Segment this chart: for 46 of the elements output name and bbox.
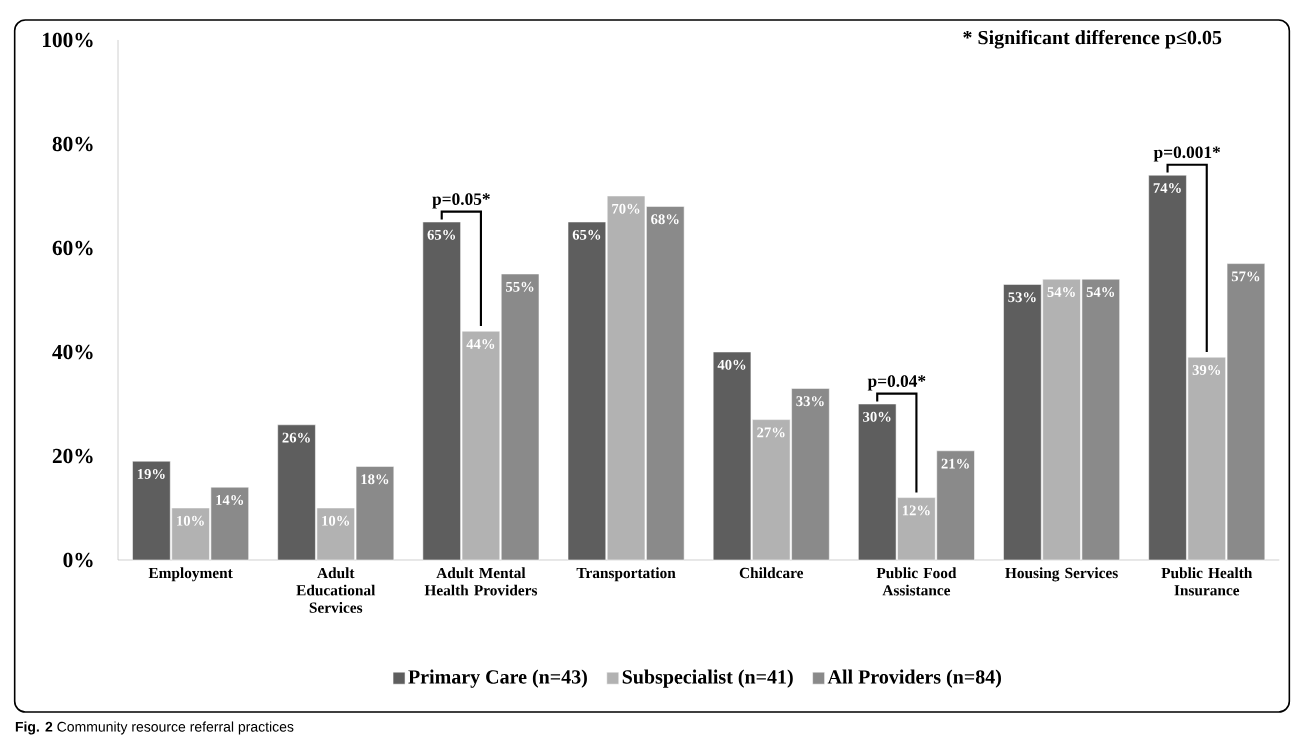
data-label: 10% [177,516,204,526]
data-label: 54% [1086,287,1115,298]
data-label: 30% [863,412,891,422]
data-label: 18% [361,474,389,485]
data-label: 12% [902,505,930,516]
annotation: * Significant difference p≤0.05 [963,30,1222,49]
data-label: 21% [941,458,969,469]
x-tick-label: Childcare [739,567,804,579]
x-tick-label: Transportation [576,567,676,582]
data-label: 68% [651,214,679,225]
data-label: 39% [1192,365,1221,376]
data-label: 33% [796,396,824,407]
data-label: 40% [717,360,746,370]
data-label: 54% [1047,287,1075,298]
data-label: 10% [322,516,350,526]
y-tick-label: 100% [43,32,93,48]
data-label: 55% [506,282,534,292]
x-tick-label: Adult Mental Health Providers [424,567,538,596]
y-tick-label: 80% [52,136,93,152]
data-label: 27% [757,427,785,438]
legend-label: Subspecialist (n=41) [622,669,793,688]
x-tick-label: Adult Educational Services [296,567,376,613]
data-label: 57% [1231,271,1260,282]
x-tick-label: Public Health Insurance [1161,567,1253,596]
legend-label: All Providers (n=84) [827,669,1001,688]
annotation: p=0.05* [432,193,490,209]
y-tick-label: 20% [52,448,93,464]
data-label: 65% [427,230,456,240]
x-tick-label: Public Food Assistance [876,567,957,596]
data-label: 65% [572,230,601,240]
data-label: 70% [612,204,640,214]
data-label: 53% [1008,292,1036,303]
text: Fig. 2 Community resource referral practices [15,721,294,735]
x-tick-label: Employment [148,567,233,582]
data-label: 26% [282,432,310,443]
data-label: 74% [1153,183,1181,194]
data-label: 44% [466,339,495,350]
data-label: 14% [216,495,244,506]
data-label: 19% [137,469,165,480]
annotation: p=0.04* [867,375,926,391]
legend-label: Primary Care (n=43) [408,669,587,688]
y-tick-label: 0% [63,552,93,568]
y-tick-label: 40% [52,344,93,360]
x-tick-label: Housing Services [1005,567,1118,582]
y-tick-label: 60% [52,240,93,256]
annotation: p=0.001* [1153,146,1221,162]
